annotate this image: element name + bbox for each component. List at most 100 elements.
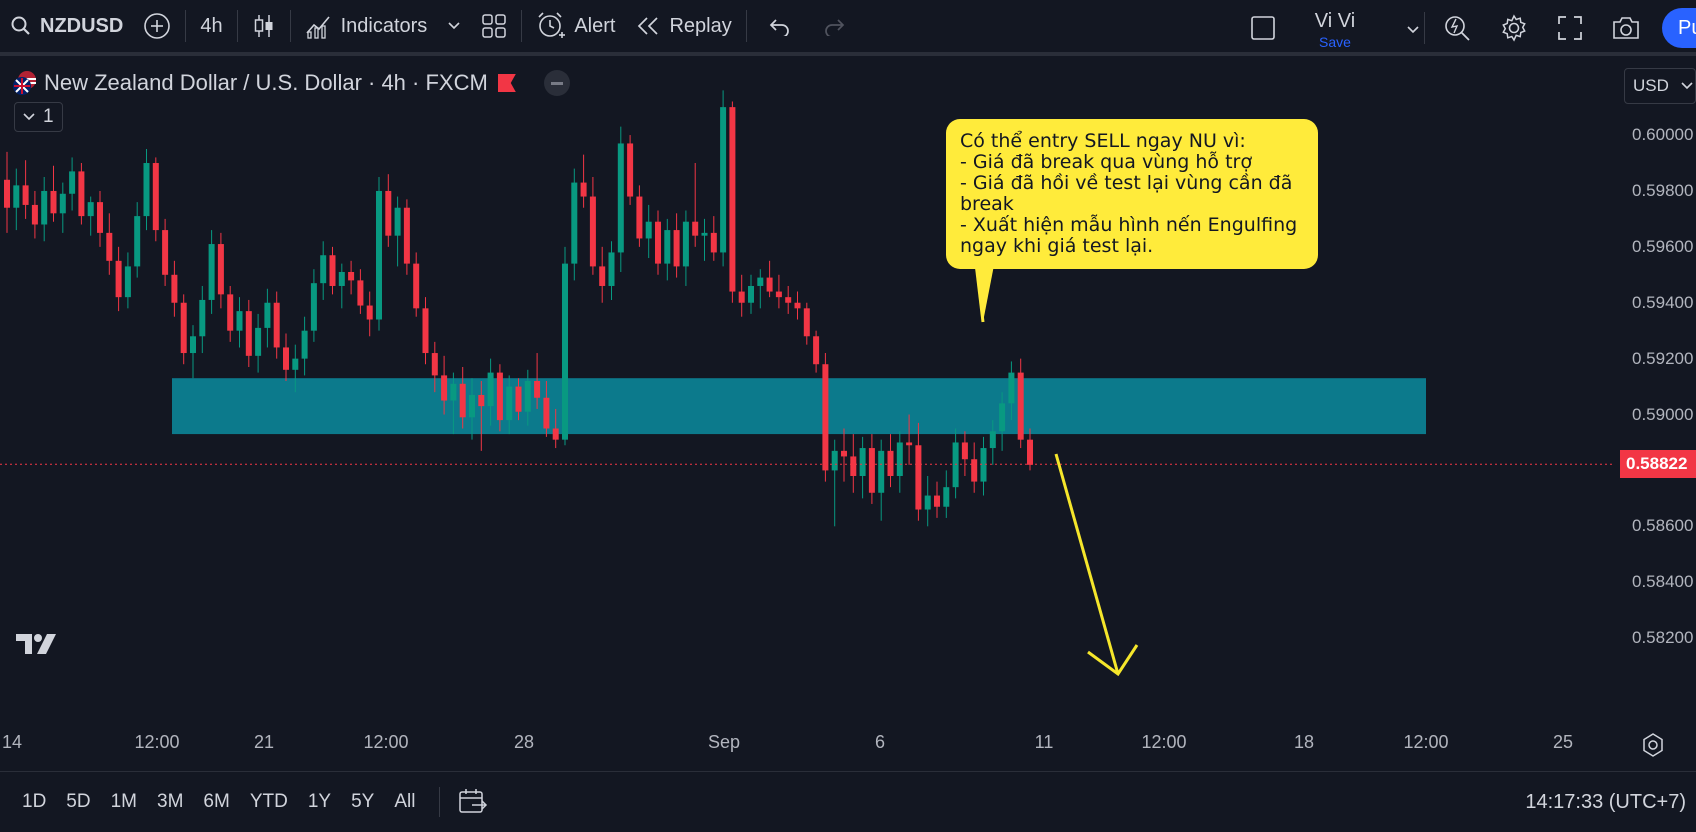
candle-body[interactable] bbox=[720, 107, 727, 253]
candle-body[interactable] bbox=[41, 190, 48, 225]
candle-body[interactable] bbox=[645, 221, 652, 239]
candle-body[interactable] bbox=[868, 448, 875, 493]
range-button-1y[interactable]: 1Y bbox=[307, 791, 332, 812]
candle-body[interactable] bbox=[673, 230, 680, 267]
candle-body[interactable] bbox=[608, 252, 615, 286]
indicators-toggle[interactable]: 1 bbox=[14, 102, 63, 132]
candle-body[interactable] bbox=[283, 347, 289, 370]
candle-body[interactable] bbox=[338, 272, 345, 286]
candle-body[interactable] bbox=[208, 244, 215, 300]
candle-body[interactable] bbox=[710, 232, 717, 253]
range-button-ytd[interactable]: YTD bbox=[249, 791, 288, 812]
compare-button[interactable] bbox=[133, 6, 181, 46]
candle-body[interactable] bbox=[13, 185, 20, 208]
candle-body[interactable] bbox=[813, 336, 820, 365]
candle-body[interactable] bbox=[22, 185, 29, 205]
candle-body[interactable] bbox=[878, 450, 885, 493]
range-button-1m[interactable]: 1M bbox=[110, 791, 137, 812]
candle-body[interactable] bbox=[366, 305, 373, 320]
candle-body[interactable] bbox=[50, 190, 57, 214]
candle-body[interactable] bbox=[924, 495, 931, 510]
candle-body[interactable] bbox=[31, 204, 38, 225]
candle-body[interactable] bbox=[469, 394, 475, 418]
range-button-all[interactable]: All bbox=[394, 791, 416, 812]
candle-body[interactable] bbox=[803, 308, 810, 337]
range-button-5y[interactable]: 5Y bbox=[351, 791, 375, 812]
candle-body[interactable] bbox=[459, 383, 466, 418]
chart-type-button[interactable] bbox=[242, 6, 286, 46]
candle-body[interactable] bbox=[655, 221, 661, 264]
candle-body[interactable] bbox=[738, 291, 745, 303]
candle-body[interactable] bbox=[757, 277, 764, 286]
candle-body[interactable] bbox=[69, 171, 76, 194]
publish-button[interactable]: Pu bbox=[1662, 8, 1696, 48]
range-button-5d[interactable]: 5D bbox=[66, 791, 91, 812]
candle-body[interactable] bbox=[971, 459, 978, 482]
candle-body[interactable] bbox=[320, 255, 327, 284]
candle-body[interactable] bbox=[831, 450, 838, 471]
candle-body[interactable] bbox=[1017, 372, 1024, 440]
candle-body[interactable] bbox=[524, 380, 531, 412]
candle-body[interactable] bbox=[729, 107, 736, 292]
candle-body[interactable] bbox=[627, 143, 634, 197]
candle-body[interactable] bbox=[199, 299, 206, 337]
candle-body[interactable] bbox=[255, 327, 262, 356]
candle-body[interactable] bbox=[692, 221, 699, 236]
candle-body[interactable] bbox=[292, 358, 299, 370]
candle-body[interactable] bbox=[850, 456, 857, 476]
axis-settings-icon[interactable] bbox=[1640, 732, 1666, 758]
candle-body[interactable] bbox=[682, 221, 689, 267]
quick-search-button[interactable] bbox=[1429, 8, 1485, 48]
user-menu-dropdown[interactable] bbox=[1396, 10, 1430, 50]
candle-body[interactable] bbox=[171, 274, 178, 303]
candle-body[interactable] bbox=[859, 448, 866, 476]
candle-body[interactable] bbox=[329, 255, 336, 286]
undo-button[interactable] bbox=[751, 6, 807, 46]
candle-body[interactable] bbox=[571, 182, 578, 264]
candle-body[interactable] bbox=[775, 291, 782, 298]
candle-body[interactable] bbox=[617, 143, 624, 253]
candle-body[interactable] bbox=[552, 428, 559, 440]
candle-body[interactable] bbox=[506, 386, 513, 421]
candle-body[interactable] bbox=[413, 263, 420, 309]
candle-body[interactable] bbox=[190, 336, 196, 354]
candle-body[interactable] bbox=[496, 372, 503, 421]
candle-body[interactable] bbox=[441, 375, 448, 401]
candle-body[interactable] bbox=[403, 207, 410, 264]
candle-body[interactable] bbox=[301, 330, 308, 359]
candle-body[interactable] bbox=[106, 232, 113, 261]
candle-body[interactable] bbox=[264, 302, 271, 328]
price-axis[interactable]: USD 0.60000 0.59800 0.59600 0.59400 0.59200 0… bbox=[1614, 60, 1696, 720]
candle-body[interactable] bbox=[906, 442, 913, 446]
candle-body[interactable] bbox=[431, 353, 438, 376]
fullscreen-button[interactable] bbox=[1543, 8, 1597, 48]
candle-body[interactable] bbox=[236, 311, 243, 331]
candle-body[interactable] bbox=[487, 372, 494, 407]
candle-body[interactable] bbox=[748, 285, 754, 303]
layouts-button[interactable] bbox=[471, 6, 517, 46]
candle-body[interactable] bbox=[515, 386, 522, 412]
collapse-legend-button[interactable] bbox=[543, 70, 570, 96]
price-chart[interactable] bbox=[0, 60, 1614, 720]
candle-body[interactable] bbox=[1008, 372, 1015, 404]
chart-pane[interactable]: New Zealand Dollar / U.S. Dollar · 4h · … bbox=[0, 60, 1614, 720]
candle-body[interactable] bbox=[989, 431, 996, 449]
candle-body[interactable] bbox=[822, 364, 829, 471]
candle-body[interactable] bbox=[580, 182, 587, 197]
candle-body[interactable] bbox=[887, 450, 894, 476]
candle-body[interactable] bbox=[310, 283, 317, 331]
candle-body[interactable] bbox=[478, 394, 485, 407]
candle-body[interactable] bbox=[766, 277, 773, 292]
candle-body[interactable] bbox=[450, 383, 457, 401]
candle-body[interactable] bbox=[422, 308, 429, 354]
candle-body[interactable] bbox=[534, 380, 541, 398]
tradingview-logo-icon[interactable] bbox=[16, 632, 60, 656]
candle-body[interactable] bbox=[785, 297, 792, 303]
candle-body[interactable] bbox=[952, 442, 959, 488]
snapshot-button[interactable] bbox=[1597, 8, 1655, 48]
candle-body[interactable] bbox=[152, 163, 159, 231]
range-button-1d[interactable]: 1D bbox=[22, 791, 47, 812]
candle-body[interactable] bbox=[124, 266, 131, 298]
redo-button[interactable] bbox=[807, 6, 863, 46]
candle-body[interactable] bbox=[78, 171, 85, 217]
